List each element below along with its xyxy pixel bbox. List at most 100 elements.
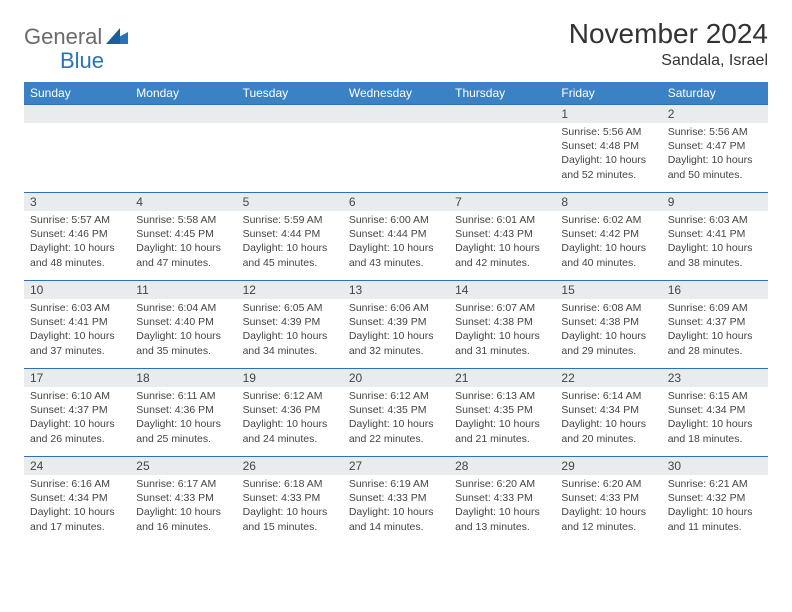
- day-body: Sunrise: 6:10 AMSunset: 4:37 PMDaylight:…: [24, 387, 130, 450]
- daylight-text: Daylight: 10 hours and 25 minutes.: [136, 417, 230, 445]
- sunset-text: Sunset: 4:33 PM: [455, 491, 549, 505]
- sunset-text: Sunset: 4:42 PM: [561, 227, 655, 241]
- sunrise-text: Sunrise: 6:15 AM: [668, 389, 762, 403]
- day-body: Sunrise: 6:06 AMSunset: 4:39 PMDaylight:…: [343, 299, 449, 362]
- sunset-text: Sunset: 4:39 PM: [349, 315, 443, 329]
- calendar-cell: 6Sunrise: 6:00 AMSunset: 4:44 PMDaylight…: [343, 193, 449, 281]
- sunrise-text: Sunrise: 6:02 AM: [561, 213, 655, 227]
- calendar-cell: 5Sunrise: 5:59 AMSunset: 4:44 PMDaylight…: [237, 193, 343, 281]
- sunrise-text: Sunrise: 6:12 AM: [243, 389, 337, 403]
- day-number: 3: [24, 193, 130, 211]
- day-number: 13: [343, 281, 449, 299]
- sunrise-text: Sunrise: 6:14 AM: [561, 389, 655, 403]
- daylight-text: Daylight: 10 hours and 16 minutes.: [136, 505, 230, 533]
- calendar-cell: 2Sunrise: 5:56 AMSunset: 4:47 PMDaylight…: [662, 105, 768, 193]
- day-number: 11: [130, 281, 236, 299]
- daylight-text: Daylight: 10 hours and 52 minutes.: [561, 153, 655, 181]
- calendar-cell: 16Sunrise: 6:09 AMSunset: 4:37 PMDayligh…: [662, 281, 768, 369]
- daylight-text: Daylight: 10 hours and 47 minutes.: [136, 241, 230, 269]
- day-number: 18: [130, 369, 236, 387]
- sunset-text: Sunset: 4:47 PM: [668, 139, 762, 153]
- sunrise-text: Sunrise: 6:13 AM: [455, 389, 549, 403]
- sunrise-text: Sunrise: 6:18 AM: [243, 477, 337, 491]
- daylight-text: Daylight: 10 hours and 15 minutes.: [243, 505, 337, 533]
- calendar-cell: 18Sunrise: 6:11 AMSunset: 4:36 PMDayligh…: [130, 369, 236, 457]
- day-number-empty: [24, 105, 130, 123]
- day-number: 25: [130, 457, 236, 475]
- logo-mark-icon: [106, 26, 128, 49]
- day-body: Sunrise: 6:20 AMSunset: 4:33 PMDaylight:…: [449, 475, 555, 538]
- day-body: Sunrise: 5:56 AMSunset: 4:47 PMDaylight:…: [662, 123, 768, 186]
- sunrise-text: Sunrise: 6:12 AM: [349, 389, 443, 403]
- sunset-text: Sunset: 4:36 PM: [243, 403, 337, 417]
- day-number: 10: [24, 281, 130, 299]
- day-number: 1: [555, 105, 661, 123]
- day-number: 27: [343, 457, 449, 475]
- logo-text-blue: Blue: [60, 48, 104, 74]
- daylight-text: Daylight: 10 hours and 13 minutes.: [455, 505, 549, 533]
- calendar-cell: 15Sunrise: 6:08 AMSunset: 4:38 PMDayligh…: [555, 281, 661, 369]
- daylight-text: Daylight: 10 hours and 38 minutes.: [668, 241, 762, 269]
- sunset-text: Sunset: 4:38 PM: [455, 315, 549, 329]
- calendar-cell: 29Sunrise: 6:20 AMSunset: 4:33 PMDayligh…: [555, 457, 661, 545]
- day-number: 8: [555, 193, 661, 211]
- day-body: Sunrise: 6:14 AMSunset: 4:34 PMDaylight:…: [555, 387, 661, 450]
- day-number: 19: [237, 369, 343, 387]
- day-body: Sunrise: 5:58 AMSunset: 4:45 PMDaylight:…: [130, 211, 236, 274]
- day-number: 28: [449, 457, 555, 475]
- calendar-cell: [237, 105, 343, 193]
- col-wednesday: Wednesday: [343, 82, 449, 105]
- sunrise-text: Sunrise: 6:10 AM: [30, 389, 124, 403]
- day-body: Sunrise: 6:12 AMSunset: 4:36 PMDaylight:…: [237, 387, 343, 450]
- day-body: Sunrise: 6:19 AMSunset: 4:33 PMDaylight:…: [343, 475, 449, 538]
- day-body: Sunrise: 6:17 AMSunset: 4:33 PMDaylight:…: [130, 475, 236, 538]
- calendar-week-row: 24Sunrise: 6:16 AMSunset: 4:34 PMDayligh…: [24, 457, 768, 545]
- calendar-cell: [130, 105, 236, 193]
- calendar-cell: 24Sunrise: 6:16 AMSunset: 4:34 PMDayligh…: [24, 457, 130, 545]
- day-body: Sunrise: 6:00 AMSunset: 4:44 PMDaylight:…: [343, 211, 449, 274]
- day-number: 26: [237, 457, 343, 475]
- sunset-text: Sunset: 4:46 PM: [30, 227, 124, 241]
- calendar-week-row: 10Sunrise: 6:03 AMSunset: 4:41 PMDayligh…: [24, 281, 768, 369]
- sunset-text: Sunset: 4:48 PM: [561, 139, 655, 153]
- daylight-text: Daylight: 10 hours and 21 minutes.: [455, 417, 549, 445]
- sunset-text: Sunset: 4:33 PM: [136, 491, 230, 505]
- sunrise-text: Sunrise: 6:09 AM: [668, 301, 762, 315]
- location: Sandala, Israel: [569, 52, 768, 70]
- sunset-text: Sunset: 4:37 PM: [668, 315, 762, 329]
- day-body: Sunrise: 6:01 AMSunset: 4:43 PMDaylight:…: [449, 211, 555, 274]
- daylight-text: Daylight: 10 hours and 28 minutes.: [668, 329, 762, 357]
- sunrise-text: Sunrise: 6:05 AM: [243, 301, 337, 315]
- day-body: Sunrise: 6:04 AMSunset: 4:40 PMDaylight:…: [130, 299, 236, 362]
- day-body: Sunrise: 6:13 AMSunset: 4:35 PMDaylight:…: [449, 387, 555, 450]
- daylight-text: Daylight: 10 hours and 22 minutes.: [349, 417, 443, 445]
- calendar-cell: 27Sunrise: 6:19 AMSunset: 4:33 PMDayligh…: [343, 457, 449, 545]
- sunset-text: Sunset: 4:38 PM: [561, 315, 655, 329]
- daylight-text: Daylight: 10 hours and 29 minutes.: [561, 329, 655, 357]
- day-body: Sunrise: 6:11 AMSunset: 4:36 PMDaylight:…: [130, 387, 236, 450]
- day-number: 7: [449, 193, 555, 211]
- sunrise-text: Sunrise: 6:04 AM: [136, 301, 230, 315]
- calendar-cell: [449, 105, 555, 193]
- daylight-text: Daylight: 10 hours and 42 minutes.: [455, 241, 549, 269]
- sunrise-text: Sunrise: 6:20 AM: [561, 477, 655, 491]
- sunset-text: Sunset: 4:32 PM: [668, 491, 762, 505]
- sunrise-text: Sunrise: 5:57 AM: [30, 213, 124, 227]
- calendar-cell: 1Sunrise: 5:56 AMSunset: 4:48 PMDaylight…: [555, 105, 661, 193]
- day-body: Sunrise: 6:20 AMSunset: 4:33 PMDaylight:…: [555, 475, 661, 538]
- daylight-text: Daylight: 10 hours and 43 minutes.: [349, 241, 443, 269]
- day-number: 9: [662, 193, 768, 211]
- day-number: 12: [237, 281, 343, 299]
- day-number: 5: [237, 193, 343, 211]
- sunrise-text: Sunrise: 6:16 AM: [30, 477, 124, 491]
- sunrise-text: Sunrise: 6:17 AM: [136, 477, 230, 491]
- sunset-text: Sunset: 4:36 PM: [136, 403, 230, 417]
- month-title: November 2024: [569, 18, 768, 50]
- daylight-text: Daylight: 10 hours and 11 minutes.: [668, 505, 762, 533]
- day-body: Sunrise: 6:07 AMSunset: 4:38 PMDaylight:…: [449, 299, 555, 362]
- day-body: Sunrise: 6:16 AMSunset: 4:34 PMDaylight:…: [24, 475, 130, 538]
- day-number: 4: [130, 193, 236, 211]
- col-friday: Friday: [555, 82, 661, 105]
- sunset-text: Sunset: 4:41 PM: [668, 227, 762, 241]
- calendar-cell: 12Sunrise: 6:05 AMSunset: 4:39 PMDayligh…: [237, 281, 343, 369]
